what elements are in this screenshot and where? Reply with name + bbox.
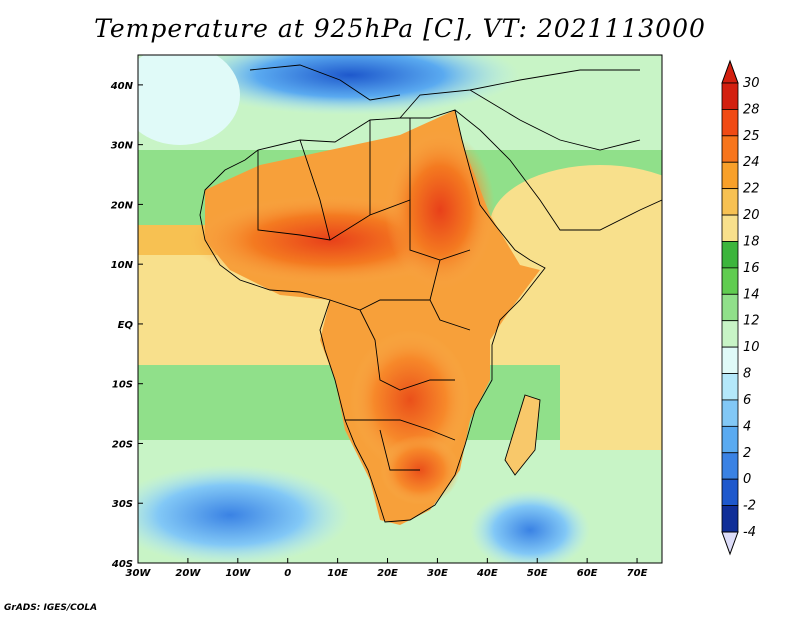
colorbar-label: 20	[743, 208, 760, 223]
lat-tick-label: 10N	[111, 260, 134, 271]
colorbar-label: 22	[743, 182, 760, 197]
colorbar-label: -2	[743, 499, 756, 514]
lat-tick-label: 20N	[111, 200, 134, 211]
lat-tick-label: 30S	[112, 499, 133, 510]
lon-tick-label: 40E	[476, 568, 498, 579]
lon-tick-label: 30E	[427, 568, 448, 579]
lon-tick-label: 10W	[225, 568, 251, 579]
colorbar-label: 6	[743, 393, 751, 408]
lon-tick-label: 20E	[377, 568, 398, 579]
colorbar-label: 2	[743, 446, 751, 461]
colorbar-swatch	[721, 399, 739, 427]
lat-tick-label: 40N	[110, 81, 134, 92]
lat-tick-label: 30N	[111, 141, 134, 152]
colorbar-swatch	[721, 425, 739, 454]
colorbar-bottom-arrow	[721, 531, 739, 556]
colorbar-label: 25	[743, 129, 760, 144]
lon-tick-label: 20W	[175, 568, 201, 579]
colorbar-swatch	[721, 82, 739, 110]
colorbar-label: 24	[743, 155, 760, 170]
lat-tick-label: 20S	[112, 439, 133, 450]
longitude-axis: 30W 20W 10W 0 10E 20E 30E 40E 50E 60E 70E	[126, 558, 648, 579]
colorbar-top-arrow	[721, 59, 739, 84]
colorbar-swatch	[721, 478, 739, 506]
lat-tick-label: 40S	[111, 559, 133, 570]
colorbar-swatch	[721, 505, 739, 533]
colorbar-swatch	[721, 267, 739, 295]
lon-tick-label: 10E	[327, 568, 348, 579]
colorbar-swatch	[721, 293, 739, 322]
colorbar-swatch	[721, 241, 739, 269]
lat-tick-label: 10S	[112, 380, 133, 391]
colorbar-swatch	[721, 346, 739, 374]
map-title: Temperature at 925hPa [C], VT: 202111300…	[94, 14, 706, 43]
colorbar-swatch	[721, 109, 739, 137]
colorbar-label: 0	[743, 472, 751, 487]
lon-tick-label: 60E	[577, 568, 598, 579]
colorbar-label: 16	[743, 261, 760, 276]
colorbar-swatch	[721, 320, 739, 348]
colorbar-label: 28	[743, 102, 760, 117]
colorbar-swatch	[721, 161, 739, 190]
colorbar-label: 4	[743, 419, 751, 434]
colorbar-swatch	[721, 135, 739, 163]
colorbar-label: 14	[743, 287, 760, 302]
latitude-axis: 40N 30N 20N 10N EQ 10S 20S 30S 40S	[110, 81, 143, 570]
temperature-field	[138, 55, 662, 563]
map-frame	[137, 54, 663, 564]
lon-tick-label: 50E	[527, 568, 548, 579]
grads-credit: GrADS: IGES/COLA	[4, 603, 98, 613]
colorbar-label: 8	[743, 367, 751, 382]
colorbar-swatch	[721, 188, 739, 216]
lon-tick-label: 70E	[627, 568, 648, 579]
colorbar-label: 30	[743, 76, 760, 91]
colorbar-label: 18	[743, 234, 760, 249]
colorbar-swatch	[721, 214, 739, 242]
country-borders	[199, 64, 662, 523]
lat-tick-label: EQ	[118, 320, 134, 331]
colorbar-swatch	[721, 452, 739, 480]
colorbar-label: -4	[743, 525, 756, 540]
colorbar-swatch	[721, 373, 739, 401]
lon-tick-label: 30W	[126, 568, 152, 579]
lon-tick-label: 0	[284, 568, 291, 579]
colorbar-label: 10	[743, 340, 760, 355]
colorbar-label: 12	[743, 314, 760, 329]
